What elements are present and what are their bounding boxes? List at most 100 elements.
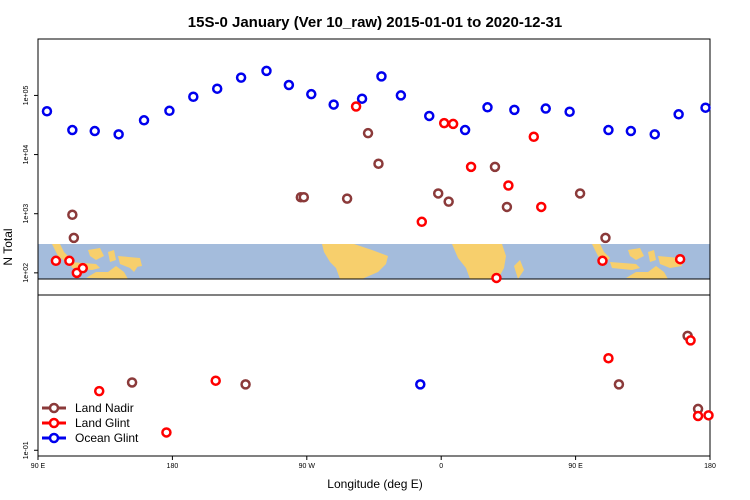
land-glint-point: [503, 180, 514, 191]
ocean-glint-point: [459, 124, 471, 136]
ocean-glint-point: [67, 124, 78, 136]
y-axis-label: N Total: [1, 228, 15, 265]
x-axis-label: Longitude (deg E): [327, 477, 422, 491]
land-nadir-point: [613, 379, 625, 390]
land-glint-point: [77, 262, 89, 274]
y-tick-label: 1e+03: [23, 204, 30, 224]
map-land-shape: [86, 266, 128, 279]
ocean-glint-point: [356, 93, 368, 104]
land-glint-point: [603, 352, 614, 364]
ocean-glint-point: [700, 102, 711, 113]
ocean-glint-point: [673, 109, 684, 120]
map-land-shape: [108, 250, 116, 262]
ocean-glint-point: [306, 88, 317, 100]
ocean-glint-point: [424, 110, 435, 122]
x-tick-label: 90 W: [299, 463, 316, 470]
land-glint-point: [685, 335, 696, 346]
map-land-shape: [128, 266, 138, 272]
legend-marker-ocean-glint: [48, 432, 60, 444]
ocean-glint-point: [235, 72, 247, 83]
land-nadir-point: [67, 209, 78, 221]
y-tick-label: 1e+04: [23, 145, 30, 165]
land-nadir-point: [373, 158, 384, 169]
land-glint-point: [161, 427, 172, 438]
land-nadir-point: [68, 232, 80, 244]
map-land-shape: [648, 250, 656, 262]
ocean-glint-point: [138, 115, 150, 126]
land-nadir-point: [489, 161, 501, 173]
chart-title: 15S-0 January (Ver 10_raw) 2015-01-01 to…: [188, 14, 562, 31]
map-land-shape: [610, 262, 640, 270]
land-nadir-point: [126, 377, 138, 388]
legend-marker-land-nadir: [48, 402, 60, 414]
x-tick-label: 90 E: [568, 463, 583, 470]
ocean-glint-point: [113, 129, 124, 140]
land-nadir-point: [574, 188, 586, 199]
land-glint-point: [50, 255, 62, 267]
ocean-glint-point: [625, 125, 637, 137]
ocean-glint-point: [376, 71, 387, 82]
ocean-glint-point: [395, 90, 407, 101]
land-glint-point: [692, 410, 704, 422]
ocean-glint-point: [509, 104, 520, 116]
map-land-shape: [88, 248, 104, 260]
land-nadir-point: [341, 193, 353, 204]
ocean-glint-point: [211, 83, 223, 94]
ocean-glint-point: [89, 125, 100, 137]
map-land-shape: [322, 244, 388, 279]
ocean-glint-point: [603, 124, 614, 136]
land-glint-point: [674, 253, 686, 265]
land-nadir-point: [240, 379, 251, 390]
ocean-glint-point: [564, 106, 575, 117]
ocean-glint-point: [261, 65, 272, 77]
land-glint-point: [703, 410, 714, 421]
legend-marker-land-glint: [48, 417, 60, 429]
x-tick-label: 180: [167, 463, 179, 470]
x-tick-label: 180: [704, 463, 716, 470]
map-land-shape: [118, 256, 142, 268]
map-land-shape: [628, 248, 644, 260]
map-land-shape: [514, 260, 524, 279]
land-glint-point: [447, 118, 459, 130]
map-land-shape: [626, 266, 668, 279]
map-land-shape: [452, 244, 506, 279]
y-tick-label: 1e+02: [23, 263, 30, 283]
land-glint-point: [438, 117, 450, 129]
land-glint-point: [64, 255, 75, 267]
land-glint-point: [536, 201, 547, 213]
ocean-glint-point: [328, 99, 339, 110]
land-glint-point: [93, 385, 105, 397]
ocean-glint-point: [649, 129, 660, 140]
land-glint-point: [465, 161, 477, 173]
land-nadir-point: [501, 201, 513, 213]
ocean-glint-point: [188, 91, 199, 103]
y-tick-label: 1e-01: [23, 441, 30, 459]
land-glint-point: [210, 375, 221, 386]
ocean-glint-point: [415, 379, 426, 390]
plot-area: 90 E 180 90 W 0 90 E 180 1e-01 1e+02 1e+03 1e+04 1…: [23, 38, 716, 470]
land-glint-point: [416, 216, 428, 228]
ocean-glint-point: [540, 103, 551, 114]
land-nadir-point: [443, 196, 454, 207]
land-nadir-point: [298, 191, 310, 203]
land-glint-point: [528, 131, 540, 143]
ocean-glint-point: [164, 105, 175, 117]
legend-label-land-glint: Land Glint: [75, 416, 130, 430]
legend-label-ocean-glint: Ocean Glint: [75, 431, 139, 445]
land-glint-point: [491, 272, 502, 284]
ocean-glint-point: [482, 102, 493, 113]
ocean-glint-point: [41, 106, 53, 117]
land-nadir-point: [362, 127, 374, 139]
legend-label-land-nadir: Land Nadir: [75, 401, 134, 415]
land-nadir-point: [600, 232, 611, 244]
land-nadir-point: [432, 188, 444, 199]
plot-frame: [37, 38, 711, 457]
land-glint-point: [597, 255, 608, 267]
x-tick-label: 0: [439, 463, 443, 470]
land-glint-point: [350, 101, 362, 112]
y-tick-label: 1e+05: [23, 86, 30, 106]
x-tick-label: 90 E: [31, 463, 46, 470]
ocean-glint-point: [283, 79, 295, 91]
